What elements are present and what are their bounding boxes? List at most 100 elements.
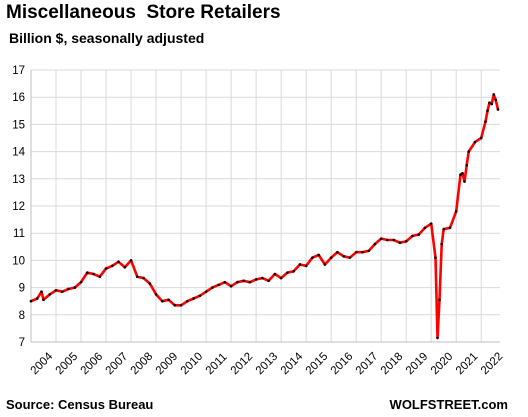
data-point (273, 272, 277, 276)
x-tick-label: 2016 (329, 351, 356, 378)
x-tick-label: 2010 (179, 351, 206, 378)
data-point (204, 290, 208, 293)
data-point (192, 297, 195, 300)
data-point (179, 303, 183, 307)
data-point (354, 250, 358, 254)
data-point (398, 241, 402, 245)
data-point (286, 271, 289, 274)
data-point (423, 226, 427, 230)
x-tick-label: 2021 (454, 351, 481, 378)
data-point (261, 276, 264, 280)
data-point (329, 256, 333, 259)
x-tick-label: 2011 (204, 351, 230, 377)
data-series (29, 93, 500, 340)
data-point (461, 172, 464, 175)
data-point (217, 283, 220, 287)
data-point (386, 238, 389, 242)
source-note: Source: Census Bureau (6, 397, 154, 412)
x-tick-label: 2008 (129, 351, 156, 378)
data-point (342, 255, 345, 258)
data-point (267, 279, 270, 283)
data-point (304, 264, 308, 268)
chart-title: Miscellaneous Store Retailers (6, 2, 281, 23)
data-point (494, 98, 498, 102)
x-tick-label: 2020 (429, 351, 456, 378)
data-point (298, 263, 302, 266)
data-point (379, 237, 383, 240)
x-tick-label: 2012 (229, 351, 256, 378)
y-axis-ticks: 7 8 9 10 11 12 13 14 15 16 17 (12, 65, 25, 349)
data-point (448, 226, 452, 230)
data-point (167, 298, 170, 302)
x-tick-label: 2014 (279, 350, 306, 377)
x-tick-label: 2015 (304, 351, 331, 378)
data-point (117, 260, 120, 264)
data-point (92, 272, 95, 276)
data-point (392, 238, 395, 242)
x-tick-label: 2019 (404, 351, 431, 378)
data-point (496, 108, 500, 111)
data-point (48, 293, 52, 296)
data-point (473, 140, 477, 144)
data-point (404, 240, 408, 243)
data-point (317, 253, 320, 257)
data-point (42, 298, 45, 302)
data-point (348, 256, 352, 259)
data-point (54, 289, 58, 292)
data-point (436, 336, 439, 340)
data-point (492, 93, 496, 96)
x-tick-label: 2017 (354, 351, 381, 378)
y-tick-label: 13 (12, 174, 25, 186)
x-tick-label: 2022 (479, 351, 506, 378)
y-tick-label: 17 (12, 65, 25, 77)
data-point (29, 299, 33, 303)
data-point (454, 210, 458, 213)
data-point (198, 294, 202, 298)
y-tick-label: 12 (12, 201, 25, 213)
data-point (442, 227, 446, 231)
y-tick-label: 14 (12, 147, 25, 159)
y-tick-label: 9 (19, 283, 25, 295)
y-tick-label: 15 (12, 119, 25, 131)
data-point (429, 222, 433, 225)
data-point (486, 109, 489, 113)
data-point (98, 275, 102, 279)
y-tick-label: 16 (12, 92, 25, 104)
y-tick-label: 11 (13, 228, 25, 240)
data-point (323, 263, 327, 266)
data-point (467, 150, 471, 153)
data-point (242, 279, 245, 283)
x-tick-label: 2007 (104, 351, 131, 378)
y-tick-label: 7 (19, 337, 25, 349)
data-point (73, 286, 77, 289)
x-tick-label: 2004 (29, 350, 56, 377)
data-point (373, 242, 377, 246)
data-point (490, 102, 494, 106)
data-point (479, 136, 483, 140)
data-point (488, 101, 491, 104)
data-point (123, 265, 127, 269)
data-point (85, 271, 89, 274)
data-point (35, 297, 39, 300)
series-line (29, 93, 500, 340)
x-tick-label: 2006 (79, 351, 106, 378)
data-point (417, 233, 421, 236)
y-tick-label: 8 (19, 310, 25, 322)
data-point (411, 234, 414, 238)
data-point (367, 249, 370, 253)
data-point (484, 120, 487, 123)
data-point (79, 280, 83, 284)
x-tick-label: 2005 (54, 351, 81, 378)
brand-label: WOLFSTREET.com (389, 397, 508, 412)
data-point (110, 264, 114, 268)
data-point (173, 303, 177, 307)
data-point (142, 276, 145, 280)
data-point (254, 278, 258, 281)
y-tick-label: 10 (12, 255, 25, 267)
data-point (60, 290, 64, 293)
data-point (434, 256, 437, 259)
data-point (236, 280, 239, 284)
data-point (40, 290, 43, 293)
